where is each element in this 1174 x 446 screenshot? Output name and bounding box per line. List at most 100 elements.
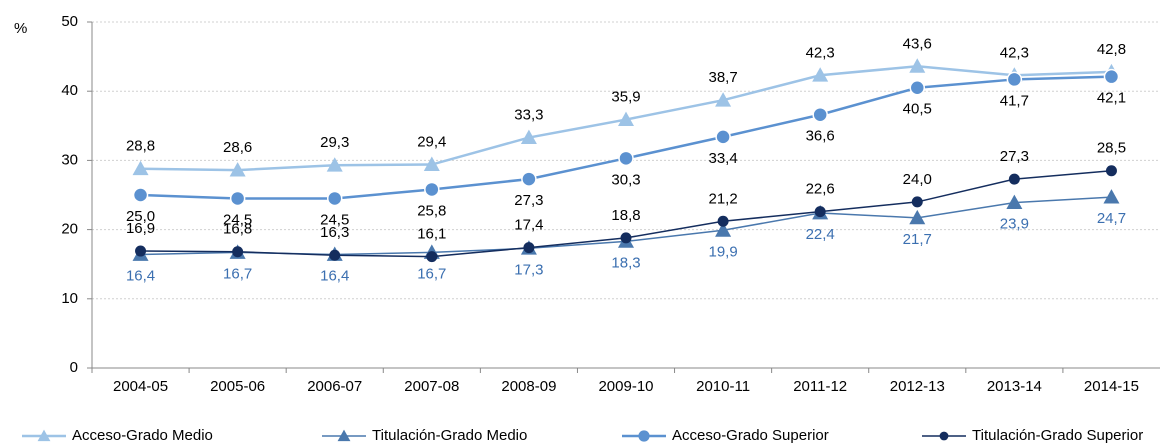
x-tick-label: 2010-11 [696,378,750,395]
data-label: 21,2 [708,190,737,207]
data-label: 22,4 [806,226,835,243]
legend-item: Acceso-Grado Medio [22,427,213,444]
marker [1105,165,1117,177]
data-label: 24,7 [1097,210,1126,227]
marker [229,190,246,207]
x-tick-label: 2005-06 [210,378,265,395]
data-label: 24,0 [903,171,932,188]
data-label: 27,3 [1000,148,1029,165]
marker [229,162,246,177]
marker [329,249,341,261]
data-label: 21,7 [903,231,932,248]
y-tick-label: 50 [61,13,78,30]
data-label: 28,5 [1097,140,1126,157]
x-tick-label: 2004-05 [113,378,168,395]
legend-marker [337,429,351,442]
legend-item: Acceso-Grado Superior [622,427,829,444]
y-tick-label: 40 [61,82,78,99]
data-label: 16,4 [320,267,349,284]
x-tick-label: 2012-13 [890,378,945,395]
data-label: 16,4 [126,267,155,284]
x-tick-label: 2014-15 [1084,378,1139,395]
data-label: 27,3 [514,192,543,209]
data-label: 23,9 [1000,216,1029,233]
x-tick-label: 2008-09 [501,378,556,395]
data-label: 35,9 [611,89,640,106]
marker [812,67,829,82]
y-tick-label: 0 [70,359,78,376]
marker [426,251,438,263]
marker [715,222,732,237]
marker [812,106,828,123]
marker [520,129,537,144]
data-label: 38,7 [708,69,737,86]
data-label: 42,3 [806,44,835,61]
data-label: 28,8 [126,138,155,155]
series: 28,8 28,6 29,3 29,4 33,3 35,9 38,7 42,3 43,6 42,3… [126,35,1126,177]
marker [909,58,926,73]
data-label: 16,9 [126,220,155,237]
data-label: 17,3 [514,261,543,278]
data-label: 18,3 [611,254,640,271]
marker [132,160,149,176]
data-label: 19,9 [708,243,737,260]
marker [326,190,343,207]
legend-marker [37,429,51,442]
data-label: 42,1 [1097,90,1126,107]
marker [135,245,147,257]
marker [523,242,535,254]
marker [1103,189,1120,204]
marker [423,156,440,171]
data-label: 16,3 [320,224,349,241]
data-label: 30,3 [611,171,640,188]
data-label: 41,7 [1000,92,1029,109]
data-label: 42,8 [1097,41,1126,58]
marker [618,150,634,167]
y-tick-label: 30 [61,151,78,168]
legend-label: Titulación-Grado Medio [372,427,527,444]
data-label: 42,3 [1000,44,1029,61]
data-label: 25,0 [126,208,155,225]
legend-label: Acceso-Grado Superior [672,427,829,444]
marker [1006,194,1023,210]
data-label: 33,3 [514,107,543,124]
marker [715,129,731,145]
marker [909,79,926,96]
y-tick-label: 20 [61,221,78,238]
data-label: 43,6 [903,35,932,52]
marker [620,232,632,244]
data-label: 36,6 [806,128,835,145]
marker [424,181,440,198]
series: 25,0 24,5 24,5 25,8 27,3 30,3 33,4 36,6 40,5 41,7… [126,68,1126,228]
marker [717,215,729,227]
x-tick-label: 2009-10 [598,378,653,395]
legend-marker [638,430,650,442]
y-tick-label: 10 [61,290,78,307]
x-tick-label: 2011-12 [793,378,847,395]
marker [909,209,926,225]
legend-label: Acceso-Grado Medio [72,427,213,444]
x-tick-label: 2013-14 [987,378,1042,395]
legend-marker [939,431,949,441]
marker [1008,173,1020,185]
data-label: 28,6 [223,139,252,156]
data-label: 25,8 [417,202,446,219]
legend-label: Titulación-Grado Superior [972,427,1143,444]
y-axis-label: % [14,20,27,37]
data-label: 18,8 [611,207,640,224]
data-label: 29,4 [417,134,446,151]
marker [132,187,149,203]
legend-item: Titulación-Grado Superior [922,427,1143,444]
data-label: 33,4 [708,150,737,167]
marker [1103,68,1120,85]
data-label: 40,5 [903,101,932,118]
marker [814,206,826,218]
data-label: 29,3 [320,134,349,151]
legend-item: Titulación-Grado Medio [322,427,527,444]
data-label: 16,1 [417,226,446,243]
marker [1006,71,1023,88]
x-tick-label: 2006-07 [307,378,362,395]
data-label: 24,5 [223,211,252,228]
marker [715,92,732,107]
